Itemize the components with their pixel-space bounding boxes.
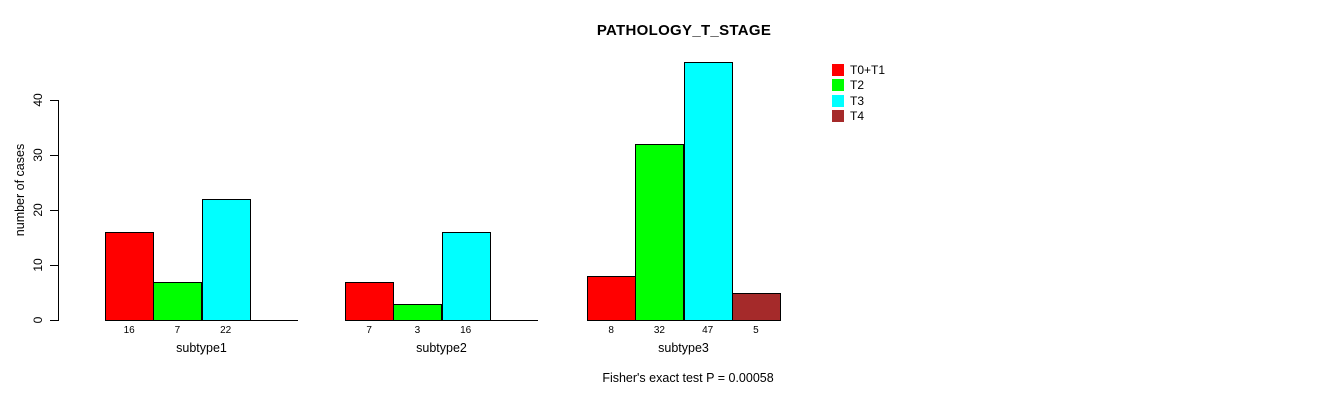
bar-subtype1-t0-t1 [105, 232, 154, 321]
bar-subtype3-t0-t1 [587, 276, 636, 321]
y-tick-mark [50, 155, 58, 156]
y-tick-mark [50, 265, 58, 266]
legend-swatch-t3 [832, 94, 844, 107]
legend-label: T2 [850, 78, 865, 93]
bar-subtype2-t2 [393, 303, 442, 321]
bar-value-label: 7 [366, 325, 372, 336]
legend-swatch-t4 [832, 110, 844, 123]
y-tick-mark [50, 320, 58, 321]
y-tick-label: 10 [31, 258, 45, 272]
bar-subtype1-t2 [153, 281, 202, 321]
bar-value-label: 16 [460, 325, 472, 336]
bar-value-label: 5 [753, 325, 759, 336]
legend-swatch-t2 [832, 79, 844, 92]
chart-title: PATHOLOGY_T_STAGE [596, 22, 772, 39]
bar-subtype3-t2 [635, 144, 684, 321]
y-tick-label: 40 [31, 93, 45, 107]
legend-item-t0-t1: T0+T1 [832, 62, 885, 78]
bar-value-label: 22 [220, 325, 232, 336]
legend: T0+T1 T2 T3 T4 [832, 62, 885, 124]
bar-value-label: 7 [174, 325, 181, 336]
y-tick-mark [50, 210, 58, 211]
y-axis-line [58, 100, 59, 321]
category-label-subtype2: subtype2 [416, 341, 467, 355]
bar-subtype3-t4 [732, 292, 781, 321]
legend-swatch-t0-t1 [832, 63, 844, 76]
bar-subtype2-t0-t1 [345, 281, 394, 321]
category-label-subtype3: subtype3 [658, 341, 709, 355]
legend-label: T3 [850, 93, 865, 108]
y-axis-label: number of cases [13, 143, 27, 237]
bar-value-label: 16 [123, 325, 135, 336]
bar-value-label: 32 [653, 325, 665, 336]
bar-value-label: 8 [608, 325, 614, 336]
legend-item-t2: T2 [832, 78, 885, 94]
y-tick-label: 30 [31, 148, 45, 162]
legend-label: T0+T1 [850, 62, 886, 77]
bar-subtype3-t3 [684, 61, 733, 321]
legend-label: T4 [850, 109, 865, 124]
category-label-subtype1: subtype1 [176, 341, 227, 355]
y-tick-label: 20 [31, 203, 45, 217]
legend-item-t3: T3 [832, 93, 885, 109]
bar-value-label: 3 [414, 325, 421, 336]
legend-item-t4: T4 [832, 109, 885, 125]
stat-annotation: Fisher's exact test P = 0.00058 [602, 371, 774, 385]
y-tick-mark [50, 100, 58, 101]
bar-value-label: 47 [702, 325, 714, 336]
y-tick-label: 0 [31, 316, 45, 324]
bar-subtype2-t3 [442, 232, 491, 321]
bar-subtype1-t3 [202, 199, 251, 321]
